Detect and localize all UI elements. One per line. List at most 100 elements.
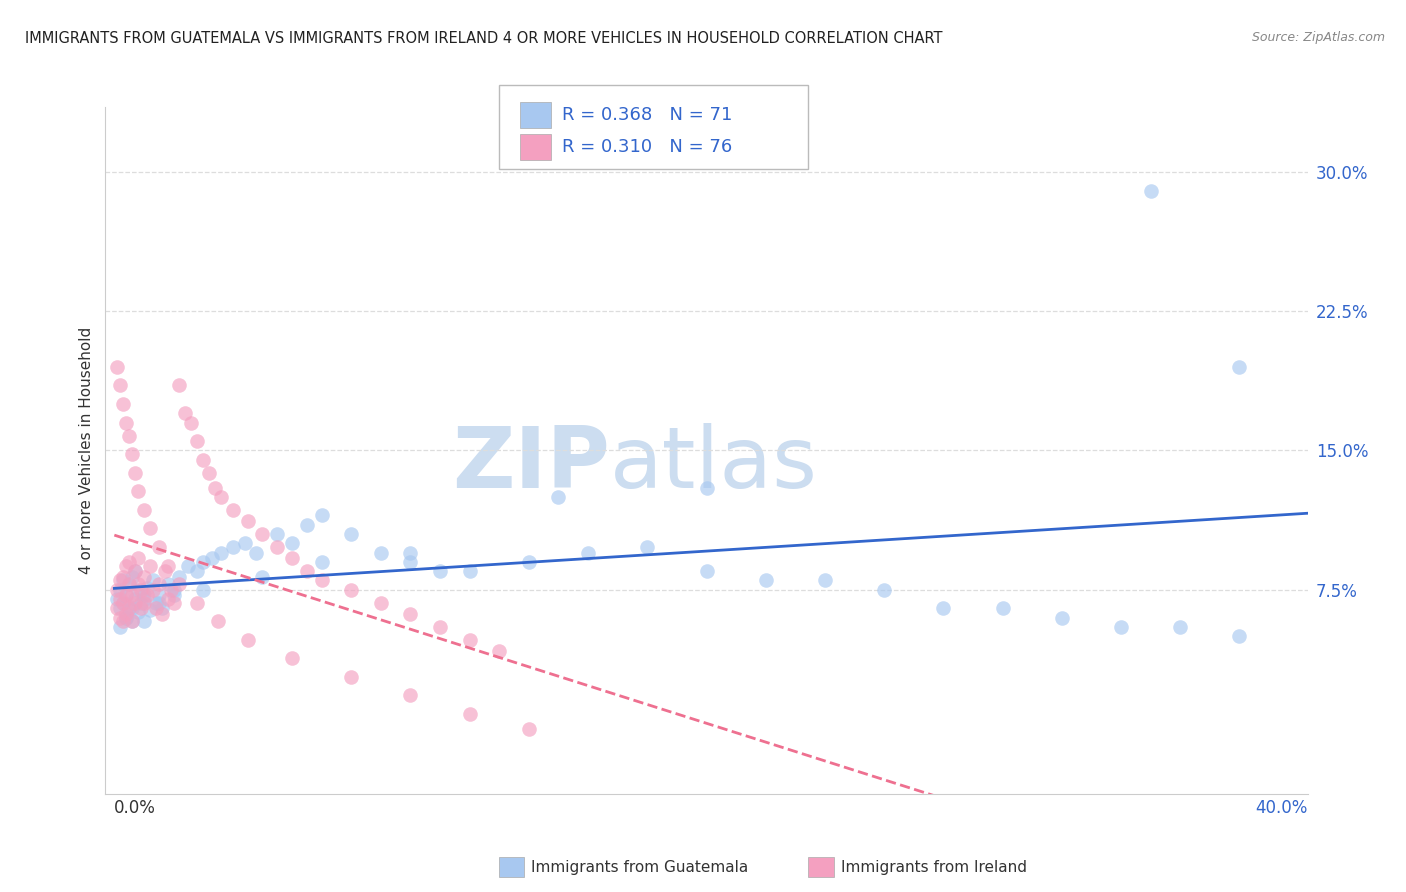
Point — [115, 558, 138, 573]
Point — [576, 545, 599, 559]
Point — [517, 555, 540, 569]
Point — [110, 378, 132, 392]
Point — [399, 545, 422, 559]
Point — [105, 591, 128, 606]
Point — [340, 582, 363, 597]
Point — [180, 416, 202, 430]
Text: Immigrants from Ireland: Immigrants from Ireland — [841, 860, 1026, 874]
Y-axis label: 4 or more Vehicles in Household: 4 or more Vehicles in Household — [79, 326, 94, 574]
Point — [112, 570, 135, 584]
Point — [755, 574, 778, 588]
Point — [132, 503, 155, 517]
Point — [110, 601, 132, 615]
Point — [266, 527, 288, 541]
Point — [115, 610, 138, 624]
Point — [162, 596, 184, 610]
Point — [169, 577, 191, 591]
Point — [118, 577, 141, 591]
Point — [458, 632, 481, 647]
Point — [281, 651, 304, 665]
Point — [118, 601, 141, 615]
Point — [148, 577, 170, 591]
Point — [295, 564, 318, 578]
Point — [105, 359, 128, 374]
Point — [207, 614, 229, 628]
Point — [873, 582, 896, 597]
Point — [266, 540, 288, 554]
Point — [110, 620, 132, 634]
Point — [110, 582, 132, 597]
Point — [121, 588, 143, 602]
Point — [295, 517, 318, 532]
Point — [458, 707, 481, 722]
Point — [118, 555, 141, 569]
Point — [1229, 629, 1251, 643]
Point — [148, 588, 170, 602]
Point — [245, 545, 267, 559]
Point — [110, 574, 132, 588]
Point — [340, 527, 363, 541]
Point — [488, 644, 510, 658]
Point — [204, 481, 226, 495]
Point — [132, 614, 155, 628]
Text: 0.0%: 0.0% — [114, 799, 156, 817]
Point — [142, 574, 165, 588]
Point — [139, 603, 162, 617]
Point — [127, 577, 149, 591]
Point — [191, 452, 214, 467]
Point — [186, 434, 208, 449]
Point — [169, 570, 191, 584]
Point — [115, 610, 138, 624]
Point — [340, 670, 363, 684]
Point — [105, 601, 128, 615]
Point — [162, 582, 184, 597]
Point — [110, 591, 132, 606]
Point — [112, 397, 135, 411]
Point — [112, 596, 135, 610]
Point — [399, 689, 422, 703]
Point — [148, 540, 170, 554]
Point — [115, 588, 138, 602]
Point — [159, 582, 181, 597]
Point — [458, 564, 481, 578]
Point — [115, 607, 138, 621]
Point — [112, 574, 135, 588]
Point — [124, 564, 146, 578]
Point — [311, 555, 333, 569]
Point — [177, 558, 200, 573]
Point — [1229, 359, 1251, 374]
Point — [209, 490, 232, 504]
Point — [121, 570, 143, 584]
Point — [236, 632, 259, 647]
Point — [991, 601, 1014, 615]
Point — [129, 596, 152, 610]
Point — [156, 577, 179, 591]
Point — [132, 591, 155, 606]
Text: Source: ZipAtlas.com: Source: ZipAtlas.com — [1251, 31, 1385, 45]
Point — [636, 540, 658, 554]
Point — [156, 558, 179, 573]
Point — [1139, 184, 1161, 198]
Text: ZIP: ZIP — [453, 423, 610, 506]
Point — [105, 582, 128, 597]
Point — [142, 582, 165, 597]
Point — [121, 614, 143, 628]
Point — [145, 596, 167, 610]
Point — [112, 596, 135, 610]
Point — [127, 551, 149, 566]
Point — [150, 607, 173, 621]
Point — [201, 551, 224, 566]
Point — [1109, 620, 1132, 634]
Point — [186, 564, 208, 578]
Point — [399, 555, 422, 569]
Point — [429, 564, 451, 578]
Point — [112, 614, 135, 628]
Point — [148, 596, 170, 610]
Point — [236, 514, 259, 528]
Point — [370, 545, 392, 559]
Point — [1168, 620, 1191, 634]
Point — [121, 447, 143, 461]
Point — [252, 570, 274, 584]
Text: R = 0.368   N = 71: R = 0.368 N = 71 — [562, 106, 733, 124]
Point — [222, 503, 245, 517]
